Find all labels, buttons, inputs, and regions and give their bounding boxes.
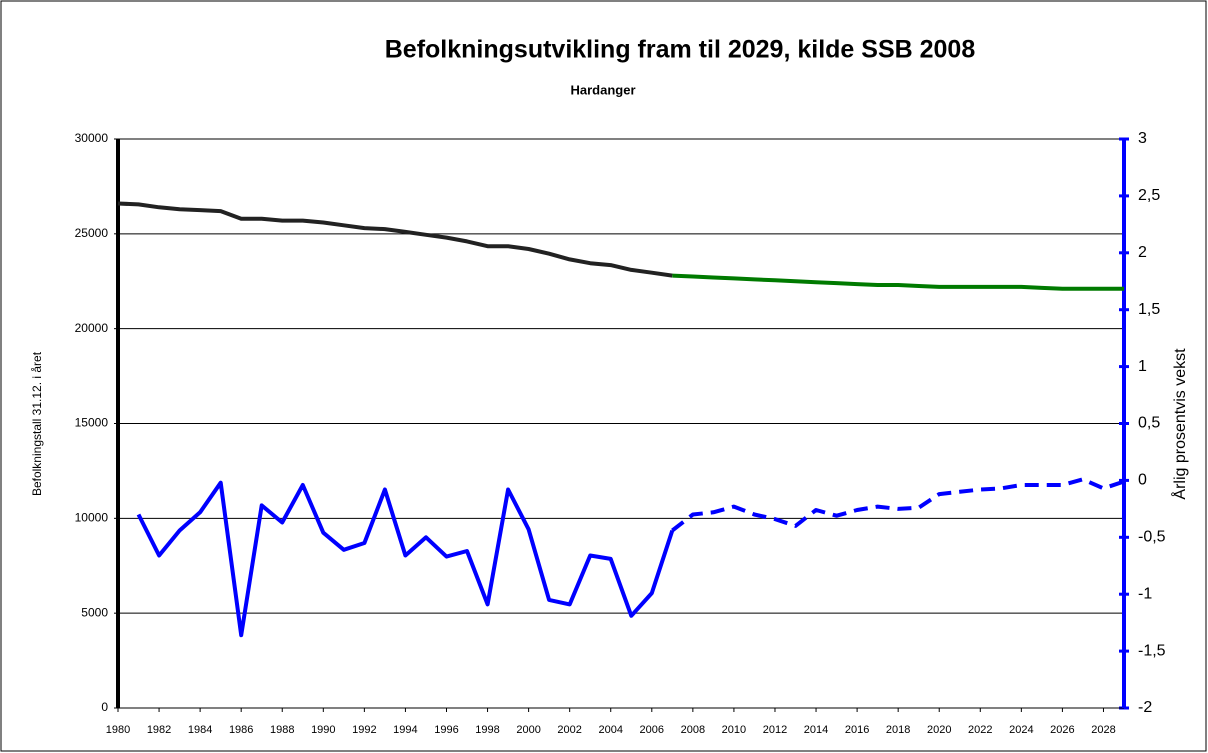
x-tick-label: 2024	[1009, 724, 1033, 736]
y-tick-label: 0	[101, 700, 108, 714]
y2-tick-label: 0,5	[1138, 415, 1160, 432]
x-tick-label: 2008	[681, 724, 705, 736]
x-tick-label: 1992	[352, 724, 376, 736]
y2-tick-label: 2,5	[1138, 187, 1160, 204]
data-line	[671, 477, 1125, 533]
x-tick-label: 1994	[393, 724, 417, 736]
y2-tick-label: -1,5	[1138, 642, 1166, 659]
x-tick-label: 2026	[1050, 724, 1074, 736]
y-tick-label: 10000	[75, 511, 109, 525]
x-tick-label: 2000	[516, 724, 540, 736]
y-tick-label: 25000	[75, 226, 109, 240]
data-line	[672, 273, 1124, 291]
y-tick-label: 5000	[81, 605, 108, 619]
data-line	[136, 480, 675, 638]
y2-tick-label: -0,5	[1138, 529, 1166, 546]
x-tick-label: 2012	[763, 724, 787, 736]
x-tick-label: 2002	[557, 724, 581, 736]
y2-tick-label: 3	[1138, 130, 1147, 147]
y-tick-label: 15000	[75, 416, 109, 430]
y-tick-label: 30000	[75, 131, 109, 145]
x-tick-label: 2010	[722, 724, 746, 736]
y-tick-label: 20000	[75, 321, 109, 335]
y2-tick-label: 2	[1138, 244, 1147, 261]
x-tick-label: 2006	[640, 724, 664, 736]
x-tick-label: 1980	[106, 724, 130, 736]
y2-tick-label: 0	[1138, 472, 1147, 489]
x-tick-label: 1988	[270, 724, 294, 736]
x-tick-label: 2028	[1091, 724, 1115, 736]
x-tick-label: 1990	[311, 724, 335, 736]
x-tick-label: 2016	[845, 724, 869, 736]
chart-subtitle: Hardanger	[570, 82, 635, 97]
y2-tick-label: 1	[1138, 358, 1147, 375]
chart-title: Befolkningsutvikling fram til 2029, kild…	[385, 36, 976, 64]
data-line	[117, 201, 673, 278]
x-tick-label: 2018	[886, 724, 910, 736]
y2-axis-label: Årlig prosentvis vekst	[1170, 348, 1189, 500]
y2-tick-label: -1	[1138, 585, 1152, 602]
y-axis-label: Befolkningstall 31.12. i året	[30, 351, 44, 496]
x-tick-label: 1982	[147, 724, 171, 736]
x-tick-label: 1984	[188, 724, 212, 736]
y2-tick-label: -2	[1138, 699, 1152, 716]
y2-tick-label: 1,5	[1138, 301, 1160, 318]
x-tick-label: 2022	[968, 724, 992, 736]
x-tick-label: 2014	[804, 724, 828, 736]
x-tick-label: 1986	[229, 724, 253, 736]
x-tick-label: 2020	[927, 724, 951, 736]
x-tick-label: 2004	[598, 724, 622, 736]
x-tick-label: 1998	[475, 724, 499, 736]
x-tick-label: 1996	[434, 724, 458, 736]
